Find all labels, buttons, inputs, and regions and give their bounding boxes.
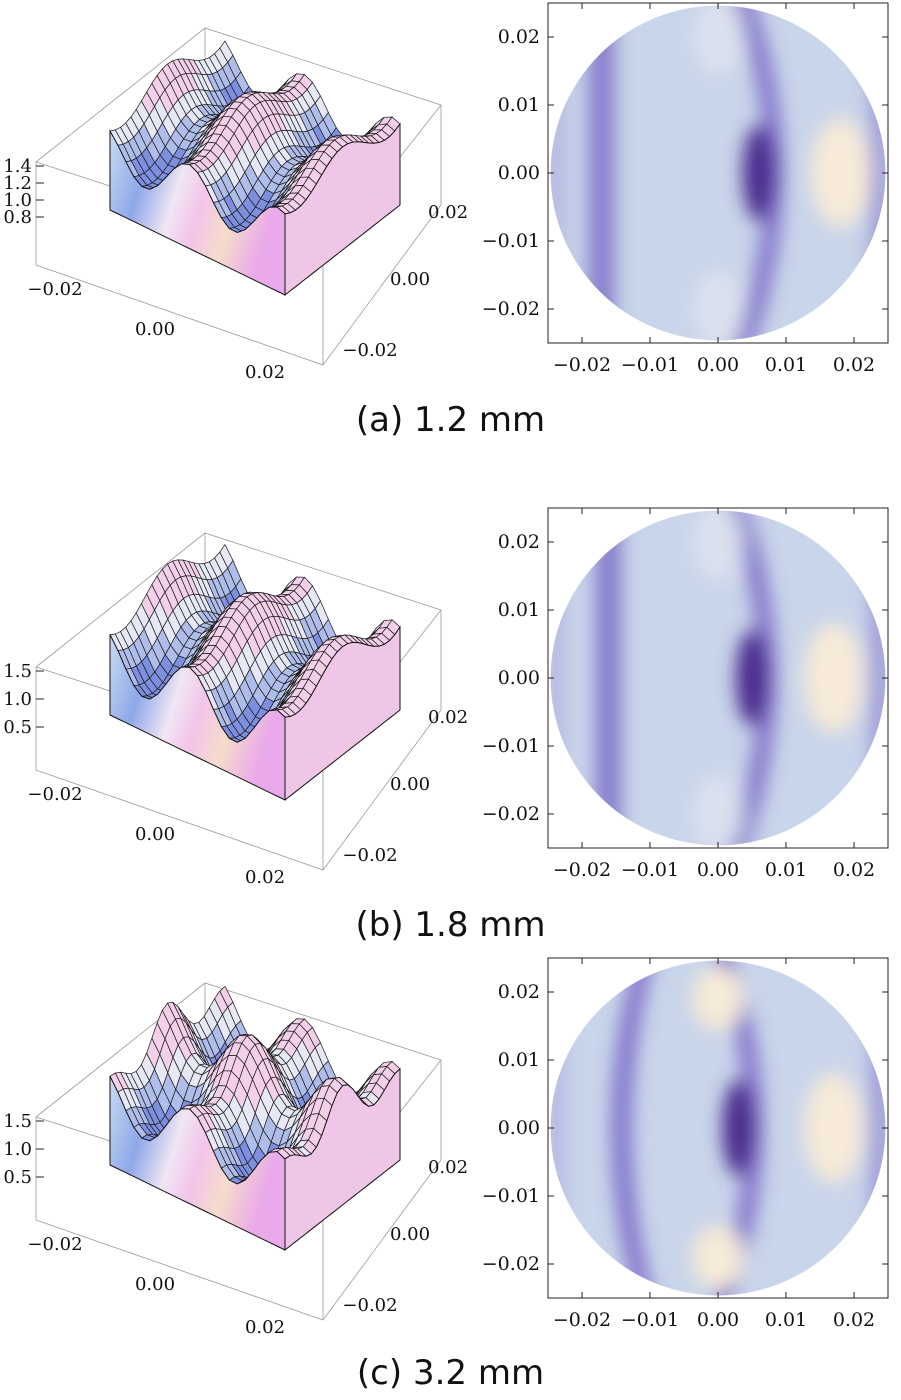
surface-plot: 1.41.21.00.8 −0.02 0.00 0.02 0.02 0.00 −0.02 — [3, 27, 468, 383]
z-tick-label: 0.5 — [3, 1167, 32, 1188]
y-tick-label: 0.02 — [498, 981, 540, 1003]
x-tick-label: 0.01 — [765, 354, 807, 376]
caption: (c) 3.2 mm — [356, 1353, 545, 1393]
y-tick-label: 0.02 — [428, 707, 468, 728]
x-tick-label: 0.01 — [765, 859, 807, 881]
x-tick-label: −0.02 — [27, 1234, 82, 1255]
surface-skirt — [109, 1067, 401, 1252]
x-tick-label: −0.02 — [27, 279, 82, 300]
density-disk — [550, 510, 886, 846]
y-tick-label: −0.02 — [482, 298, 540, 320]
panel-b: 1.5 1.0 0.5 −0.02 0.00 0.02 0.02 0.00 −0.02 −0.0… — [0, 505, 901, 955]
density-minimum — [742, 125, 775, 221]
y-tick-label: 0.00 — [498, 667, 540, 689]
z-tick-label: 1.0 — [3, 190, 32, 211]
surface-skirt — [109, 122, 401, 297]
x-tick-label: −0.02 — [27, 784, 82, 805]
y-tick-label: −0.02 — [482, 803, 540, 825]
z-tick-label: 1.5 — [3, 661, 32, 682]
density-plot: −0.02 −0.01 0.00 0.01 0.020.020.010.00−0.01−… — [482, 507, 889, 881]
density-maximum — [692, 966, 744, 1031]
x-tick-label: 0.00 — [135, 319, 175, 340]
x-tick-label: 0.00 — [697, 354, 739, 376]
y-tick-label: −0.01 — [482, 1185, 540, 1207]
panel-c: 1.5 1.0 0.5 −0.02 0.00 0.02 0.02 0.00 −0.02 −0.0… — [0, 955, 901, 1400]
y-tick-label: 0.01 — [498, 599, 540, 621]
y-tick-label: 0.02 — [498, 26, 540, 48]
surface-plot: 1.5 1.0 0.5 −0.02 0.00 0.02 0.02 0.00 −0.02 — [3, 532, 468, 888]
x-tick-label: −0.01 — [621, 859, 679, 881]
density-minimum — [722, 1080, 755, 1176]
y-tick-label: 0.00 — [498, 162, 540, 184]
density-plot: −0.02 −0.01 0.00 0.01 0.020.020.010.00−0.01−… — [482, 2, 889, 376]
x-tick-label: 0.02 — [245, 1317, 285, 1338]
surface-mesh — [109, 985, 401, 1185]
x-tick-label: −0.02 — [553, 859, 611, 881]
density-maximum — [803, 623, 864, 733]
density-disk — [550, 960, 886, 1296]
y-tick-label: −0.02 — [342, 1295, 397, 1316]
surface-skirt — [109, 625, 401, 802]
x-tick-label: −0.02 — [553, 1309, 611, 1331]
panel-a: 1.4 1.2 1.0 0.8 −0.02 0.00 0.02 0.02 0.00 −0.02 −… — [0, 0, 901, 450]
density-minimum — [736, 630, 768, 726]
z-tick-label: 0.8 — [3, 207, 32, 228]
y-tick-label: 0.01 — [498, 94, 540, 116]
z-tick-label: 1.5 — [3, 1111, 32, 1132]
y-tick-label: 0.00 — [390, 269, 430, 290]
z-tick-label: 1.4 — [3, 156, 32, 177]
y-tick-label: 0.01 — [498, 1049, 540, 1071]
x-tick-label: 0.02 — [833, 354, 875, 376]
density-maximum — [803, 1073, 864, 1183]
y-tick-label: 0.00 — [498, 1117, 540, 1139]
y-tick-label: −0.02 — [342, 340, 397, 361]
z-tick-label: 1.2 — [3, 173, 32, 194]
y-tick-label: −0.02 — [342, 845, 397, 866]
density-band — [595, 510, 622, 846]
caption: (a) 1.2 mm — [355, 400, 546, 440]
y-tick-label: 0.02 — [428, 1157, 468, 1178]
x-tick-label: 0.00 — [697, 1309, 739, 1331]
density-band — [611, 960, 657, 1296]
y-tick-label: −0.01 — [482, 735, 540, 757]
y-tick-label: 0.02 — [498, 531, 540, 553]
y-tick-label: 0.00 — [390, 1224, 430, 1245]
density-maximum — [692, 1225, 744, 1290]
x-tick-label: 0.02 — [833, 859, 875, 881]
x-tick-label: 0.00 — [135, 824, 175, 845]
z-tick-label: 1.0 — [3, 689, 32, 710]
x-tick-label: 0.02 — [833, 1309, 875, 1331]
x-tick-label: 0.00 — [697, 859, 739, 881]
x-tick-label: −0.01 — [621, 354, 679, 376]
x-tick-label: −0.01 — [621, 1309, 679, 1331]
y-tick-label: 0.00 — [390, 774, 430, 795]
z-tick-label: 1.0 — [3, 1139, 32, 1160]
surface-plot: 1.5 1.0 0.5 −0.02 0.00 0.02 0.02 0.00 −0.02 — [3, 982, 468, 1338]
density-maximum — [810, 118, 871, 228]
y-tick-label: −0.02 — [482, 1253, 540, 1275]
z-tick-label: 0.5 — [3, 717, 32, 738]
y-tick-label: 0.02 — [428, 202, 468, 223]
x-tick-label: 0.02 — [245, 867, 285, 888]
x-tick-label: −0.02 — [553, 354, 611, 376]
density-plot: −0.02 −0.01 0.00 0.01 0.020.020.010.00−0.01−… — [482, 957, 889, 1331]
x-tick-label: 0.00 — [135, 1274, 175, 1295]
caption: (b) 1.8 mm — [355, 905, 546, 945]
y-tick-label: −0.01 — [482, 230, 540, 252]
x-tick-label: 0.01 — [765, 1309, 807, 1331]
x-tick-label: 0.02 — [245, 362, 285, 383]
